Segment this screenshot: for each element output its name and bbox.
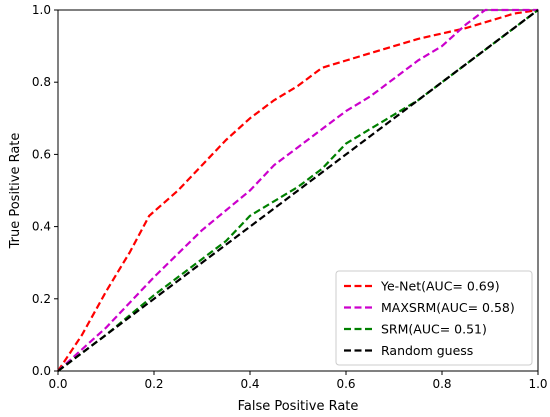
y-tick-label: 0.0 — [32, 364, 51, 378]
legend: Ye-Net(AUC= 0.69) MAXSRM(AUC= 0.58) SRM(AU… — [335, 270, 533, 366]
series-line-2 — [57, 8, 538, 372]
legend-label: Ye-Net(AUC= 0.69) — [380, 279, 500, 294]
x-tick-label: 1.0 — [528, 377, 547, 391]
x-tick-label: 0.8 — [432, 377, 451, 391]
y-tick-label: 0.4 — [32, 220, 51, 234]
y-tick-label: 0.6 — [32, 147, 51, 161]
x-tick-label: 0.6 — [336, 377, 355, 391]
legend-box — [335, 270, 533, 366]
x-tick-label: 0.2 — [144, 377, 163, 391]
y-tick-label: 0.2 — [32, 292, 51, 306]
series-line-1 — [57, 8, 539, 372]
x-tick-label: 0.4 — [240, 377, 259, 391]
x-tick-label: 0.0 — [48, 377, 67, 391]
legend-label: SRM(AUC= 0.51) — [381, 322, 487, 337]
y-tick-label: 1.0 — [32, 3, 51, 17]
y-axis-label: True Positive Rate — [8, 133, 23, 250]
y-axis: 0.0 0.2 0.4 0.6 0.8 1.0 — [32, 3, 58, 378]
x-axis-label: False Positive Rate — [238, 399, 359, 414]
series-layer — [57, 8, 539, 372]
y-tick-label: 0.8 — [32, 75, 51, 89]
legend-label: MAXSRM(AUC= 0.58) — [381, 300, 515, 315]
x-axis: 0.0 0.2 0.4 0.6 0.8 1.0 — [48, 371, 548, 391]
series-line-4 — [57, 9, 539, 372]
legend-label: Random guess — [381, 343, 473, 358]
